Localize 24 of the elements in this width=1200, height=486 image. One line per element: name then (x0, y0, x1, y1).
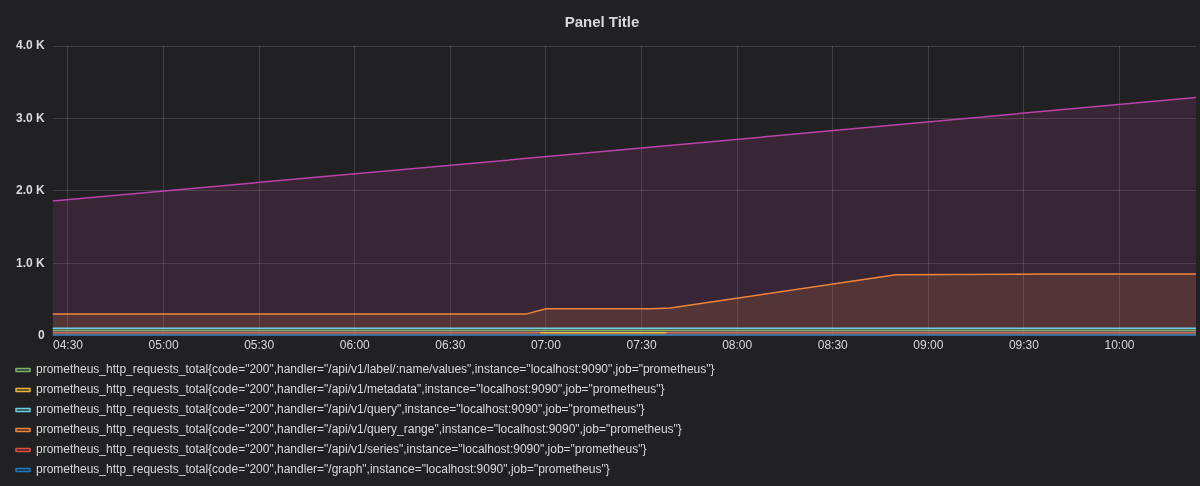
x-tick-label: 06:00 (339, 338, 371, 353)
x-tick-label: 05:30 (244, 338, 275, 353)
x-tick-label: 09:00 (913, 338, 944, 353)
x-tick-label: 04:30 (52, 338, 84, 353)
x-tick-label: 08:00 (722, 338, 753, 353)
x-tick-label: 05:00 (148, 338, 179, 353)
legend-label: prometheus_http_requests_total{code="200",handler="/api/v1/query",instance="localhost:9090",job="prometheus"} (36, 402, 645, 417)
x-tick-label: 10:00 (1104, 338, 1135, 353)
y-tick-label: 0 (37, 327, 45, 342)
x-tick-label: 07:00 (530, 338, 562, 353)
legend-label: prometheus_http_requests_total{code="200",handler="/api/v1/metadata",instance="localhost:9090",job="prometheus"} (36, 382, 665, 397)
y-tick-label: 3.0 K (15, 110, 46, 125)
x-tick-label: 09:30 (1008, 338, 1040, 353)
y-tick-label: 4.0 K (15, 38, 46, 53)
legend-label: prometheus_http_requests_total{code="200",handler="/api/v1/series",instance="localhost:9090",job="prometheus"} (36, 442, 647, 457)
x-tick-label: 07:30 (626, 338, 657, 353)
x-tick-label: 06:30 (435, 338, 466, 353)
legend-label: prometheus_http_requests_total{code="200",handler="/api/v1/label/:name/values",instance="localhost:9090",job="prometheus"} (36, 362, 715, 377)
chart-title: Panel Title (564, 13, 640, 31)
y-tick-label: 2.0 K (15, 183, 46, 198)
y-tick-label: 1.0 K (15, 255, 46, 270)
legend-label: prometheus_http_requests_total{code="200",handler="/api/v1/query_range",instance="localhost:9090",job="prometheus"} (36, 422, 682, 437)
x-tick-label: 08:30 (817, 338, 849, 353)
legend-label: prometheus_http_requests_total{code="200",handler="/graph",instance="localhost:9090",job="prometheus"} (36, 462, 610, 477)
